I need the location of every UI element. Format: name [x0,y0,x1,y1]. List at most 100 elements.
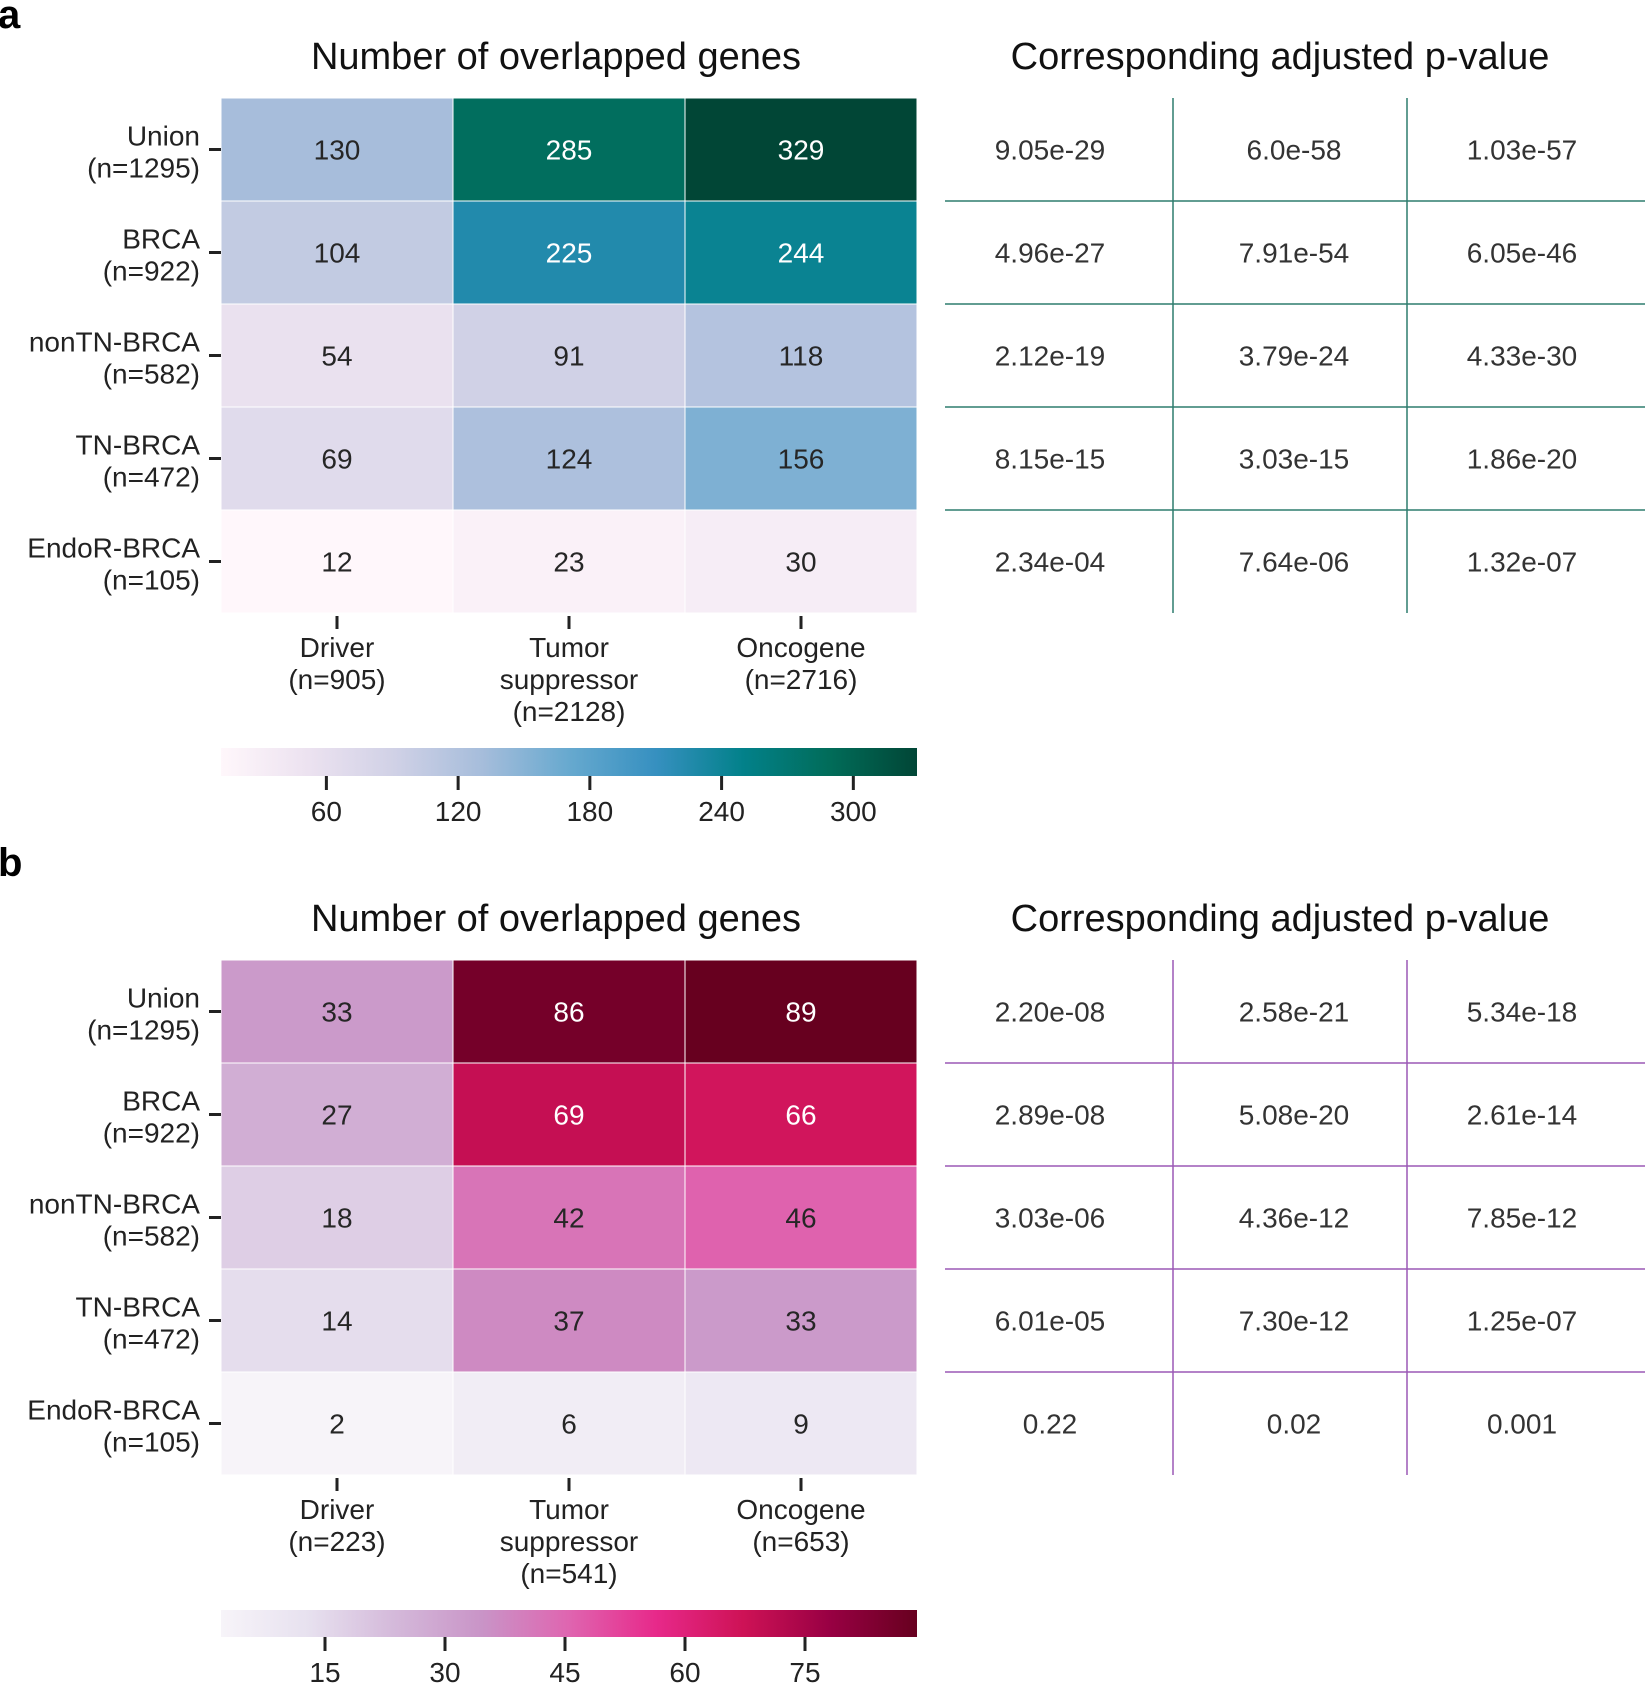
heatmap-cell [452,303,686,408]
pvalue-cell: 7.30e-12 [1239,1306,1350,1337]
pvalue-cell: 5.34e-18 [1467,997,1578,1028]
cell-value-label: 37 [553,1306,584,1337]
cell-value-label: 244 [778,238,825,269]
row-label: BRCA [122,1086,200,1117]
pvalue-cell: 1.03e-57 [1467,135,1578,166]
cell-value-label: 9 [793,1409,809,1440]
cell-value-label: 118 [779,341,824,372]
heatmap-cell [452,97,686,202]
column-label: (n=2716) [745,664,858,695]
cell-value-label: 156 [778,444,825,475]
row-label: TN-BRCA [76,1292,201,1323]
pvalue-cell: 6.0e-58 [1247,135,1342,166]
column-label: Tumor [529,1494,609,1525]
heatmap-cell [220,406,454,511]
cell-value-label: 285 [546,135,593,166]
colorbar-tick-label: 45 [549,1657,580,1688]
column-label: (n=2128) [513,696,626,727]
colorbar [221,748,917,776]
cell-value-label: 6 [561,1409,577,1440]
pvalue-cell: 1.32e-07 [1467,547,1578,578]
pvalue-cell: 4.33e-30 [1467,341,1578,372]
row-label-count: (n=1295) [87,153,200,184]
panel-b: b Number of overlapped genes Corresponding… [0,841,1645,1688]
panel-letter-a: a [0,0,21,37]
column-label: Oncogene [736,632,865,663]
colorbar-tick-label: 60 [669,1657,700,1688]
colorbar-tick-label: 180 [566,796,613,827]
row-label: nonTN-BRCA [29,1189,200,1220]
colorbar-tick-label: 240 [698,796,745,827]
column-label: suppressor [500,1526,639,1557]
heatmap-cell [684,1268,918,1373]
pvalue-cell: 8.15e-15 [995,444,1106,475]
pvalue-cell: 7.64e-06 [1239,547,1350,578]
panel-letter-b: b [0,841,22,885]
pvalue-cell: 4.36e-12 [1239,1203,1350,1234]
heatmap-cell [684,1371,918,1476]
cell-value-label: 66 [785,1100,816,1131]
cell-value-label: 27 [321,1100,352,1131]
heatmap-cell [220,1165,454,1270]
heatmap-cell [452,1165,686,1270]
cell-value-label: 54 [321,341,352,372]
colorbar-tick-label: 30 [429,1657,460,1688]
row-label-count: (n=105) [103,1427,200,1458]
cell-value-label: 14 [321,1306,352,1337]
row-label: TN-BRCA [76,430,201,461]
pvalue-cell: 2.89e-08 [995,1100,1106,1131]
column-label: Driver [300,1494,375,1525]
pvalue-cell: 1.86e-20 [1467,444,1578,475]
cell-value-label: 329 [778,135,825,166]
row-label: EndoR-BRCA [27,533,200,564]
column-label: suppressor [500,664,639,695]
pvalue-cell: 4.96e-27 [995,238,1106,269]
cell-value-label: 91 [553,341,584,372]
column-label: (n=223) [288,1526,385,1557]
row-label: Union [127,121,200,152]
cell-value-label: 18 [321,1203,352,1234]
heatmap-cell [452,1062,686,1167]
cell-value-label: 30 [785,547,816,578]
heatmap-cell [452,200,686,305]
column-label: (n=541) [520,1558,617,1589]
row-label-count: (n=922) [103,256,200,287]
row-label: nonTN-BRCA [29,327,200,358]
table-title: Corresponding adjusted p-value [1011,898,1550,940]
heatmap-title: Number of overlapped genes [311,898,801,940]
heatmap-cell [220,1371,454,1476]
cell-value-label: 124 [546,444,593,475]
pvalue-cell: 7.85e-12 [1467,1203,1578,1234]
cell-value-label: 12 [321,547,352,578]
heatmap-cell [684,406,918,511]
cell-value-label: 69 [321,444,352,475]
cell-value-label: 104 [314,238,361,269]
colorbar-tick-label: 60 [311,796,342,827]
cell-value-label: 33 [321,997,352,1028]
pvalue-cell: 7.91e-54 [1239,238,1350,269]
cell-value-label: 89 [785,997,816,1028]
table-title: Corresponding adjusted p-value [1011,36,1550,78]
pvalue-cell: 0.02 [1267,1409,1322,1440]
heatmap-cell [220,509,454,614]
pvalue-cell: 6.05e-46 [1467,238,1578,269]
pvalue-cell: 3.03e-15 [1239,444,1350,475]
heatmap-cell [684,97,918,202]
heatmap-cell [684,1062,918,1167]
heatmap-cell [684,200,918,305]
heatmap-title: Number of overlapped genes [311,36,801,78]
pvalue-cell: 6.01e-05 [995,1306,1106,1337]
colorbar [221,1610,917,1637]
pvalue-cell: 3.79e-24 [1239,341,1350,372]
row-label-count: (n=472) [103,462,200,493]
cell-value-label: 42 [553,1203,584,1234]
colorbar-tick-label: 120 [435,796,482,827]
heatmap-cell [684,509,918,614]
cell-value-label: 130 [314,135,361,166]
column-label: Tumor [529,632,609,663]
pvalue-cell: 5.08e-20 [1239,1100,1350,1131]
column-label: Driver [300,632,375,663]
column-label: (n=905) [288,664,385,695]
cell-value-label: 46 [785,1203,816,1234]
